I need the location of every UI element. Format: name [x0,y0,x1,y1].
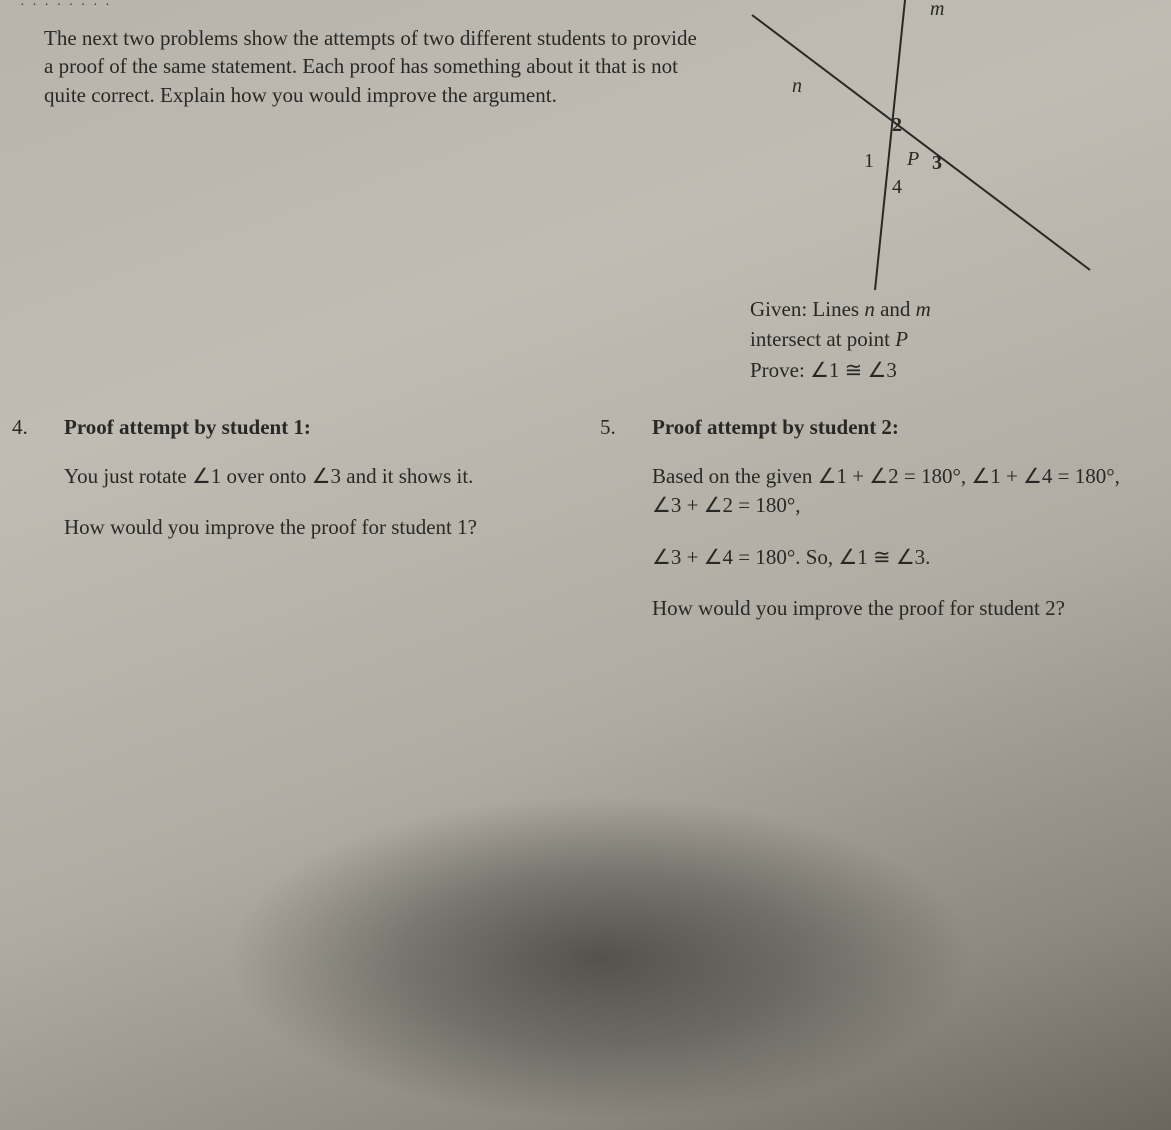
problem-5-para2: ∠3 + ∠4 = 180°. So, ∠1 ≅ ∠3. [652,543,1130,572]
given-l1m: m [916,297,931,321]
problem-4-number: 4. [12,415,28,440]
problem-5: 5. Proof attempt by student 2: Based on … [600,415,1130,646]
label-P: P [907,148,919,171]
photo-shadow [150,700,1050,1130]
given-line1: Given: Lines n and m [750,294,931,324]
problem-5-para1: Based on the given ∠1 + ∠2 = 180°, ∠1 + … [652,462,1130,521]
angle-4: 4 [892,176,902,199]
given-l2a: intersect at point [750,327,895,351]
given-l1b: and [875,297,916,321]
problem-4-para2: How would you improve the proof for stud… [64,513,542,542]
problem-5-heading: Proof attempt by student 2: [652,415,1130,440]
angle-3: 3 [932,152,942,175]
given-line3: Prove: ∠1 ≅ ∠3 [750,355,931,385]
given-block: Given: Lines n and m intersect at point … [750,294,931,385]
problem-4: 4. Proof attempt by student 1: You just … [12,415,542,565]
given-l1n: n [864,297,875,321]
label-n: n [792,75,802,98]
intro-text: The next two problems show the attempts … [44,24,704,109]
problem-4-para1: You just rotate ∠1 over onto ∠3 and it s… [64,462,542,491]
problem-5-para3: How would you improve the proof for stud… [652,594,1130,623]
angle-2: 2 [892,114,902,137]
given-l2p: P [895,327,908,351]
problem-4-heading: Proof attempt by student 1: [64,415,542,440]
intersection-diagram: m n P 2 1 3 4 [730,0,1150,290]
top-dots: · · · · · · · · [20,0,112,14]
page: · · · · · · · · The next two problems sh… [0,0,1171,1130]
given-line2: intersect at point P [750,324,931,354]
label-m: m [930,0,944,21]
angle-1: 1 [864,150,874,173]
problem-5-number: 5. [600,415,616,440]
given-l1a: Given: Lines [750,297,864,321]
